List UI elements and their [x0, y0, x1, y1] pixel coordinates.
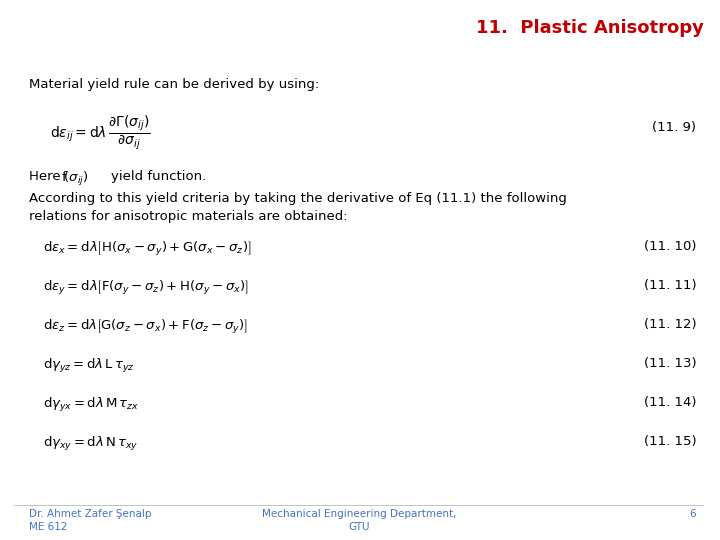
Text: (11. 15): (11. 15): [644, 435, 696, 448]
Text: 11.  Plastic Anisotropy: 11. Plastic Anisotropy: [476, 19, 703, 37]
Text: $\mathrm{d}\varepsilon_y = \mathrm{d}\lambda\left[\mathrm{F}(\sigma_y - \sigma_z: $\mathrm{d}\varepsilon_y = \mathrm{d}\la…: [43, 279, 249, 297]
Text: Here: Here: [29, 170, 65, 183]
Text: $\mathrm{d}\varepsilon_z = \mathrm{d}\lambda\left[\mathrm{G}(\sigma_z - \sigma_x: $\mathrm{d}\varepsilon_z = \mathrm{d}\la…: [43, 318, 248, 336]
Text: (11. 13): (11. 13): [644, 357, 696, 370]
Text: Dr. Ahmet Zafer Şenalp
ME 612: Dr. Ahmet Zafer Şenalp ME 612: [29, 509, 151, 532]
Text: (11. 12): (11. 12): [644, 318, 696, 331]
Text: 6: 6: [690, 509, 696, 519]
Text: (11. 9): (11. 9): [652, 122, 696, 134]
Text: (11. 14): (11. 14): [644, 396, 696, 409]
Text: $\mathrm{d}\varepsilon_{ij} = \mathrm{d}\lambda\,\dfrac{\partial\Gamma(\sigma_{i: $\mathrm{d}\varepsilon_{ij} = \mathrm{d}…: [50, 113, 151, 152]
Text: $\mathrm{f}\!\left(\sigma_{ij}\right)$: $\mathrm{f}\!\left(\sigma_{ij}\right)$: [61, 170, 89, 188]
Text: Material yield rule can be derived by using:: Material yield rule can be derived by us…: [29, 78, 319, 91]
Text: $\mathrm{d}\varepsilon_x = \mathrm{d}\lambda\left[\mathrm{H}(\sigma_x - \sigma_y: $\mathrm{d}\varepsilon_x = \mathrm{d}\la…: [43, 240, 251, 258]
Text: (11. 10): (11. 10): [644, 240, 696, 253]
Text: According to this yield criteria by taking the derivative of Eq (11.1) the follo: According to this yield criteria by taki…: [29, 192, 567, 222]
Text: $\mathrm{d}\gamma_{yz} = \mathrm{d}\lambda\,\mathrm{L}\,\tau_{yz}$: $\mathrm{d}\gamma_{yz} = \mathrm{d}\lamb…: [43, 357, 135, 375]
Text: $\mathrm{d}\gamma_{yx} = \mathrm{d}\lambda\,\mathrm{M}\,\tau_{zx}$: $\mathrm{d}\gamma_{yx} = \mathrm{d}\lamb…: [43, 396, 139, 414]
Text: (11. 11): (11. 11): [644, 279, 696, 292]
Text: $\mathrm{d}\gamma_{xy} = \mathrm{d}\lambda\,\mathrm{N}\,\tau_{xy}$: $\mathrm{d}\gamma_{xy} = \mathrm{d}\lamb…: [43, 435, 138, 453]
Text: Mechanical Engineering Department,
GTU: Mechanical Engineering Department, GTU: [261, 509, 456, 532]
Text: yield function.: yield function.: [112, 170, 207, 183]
